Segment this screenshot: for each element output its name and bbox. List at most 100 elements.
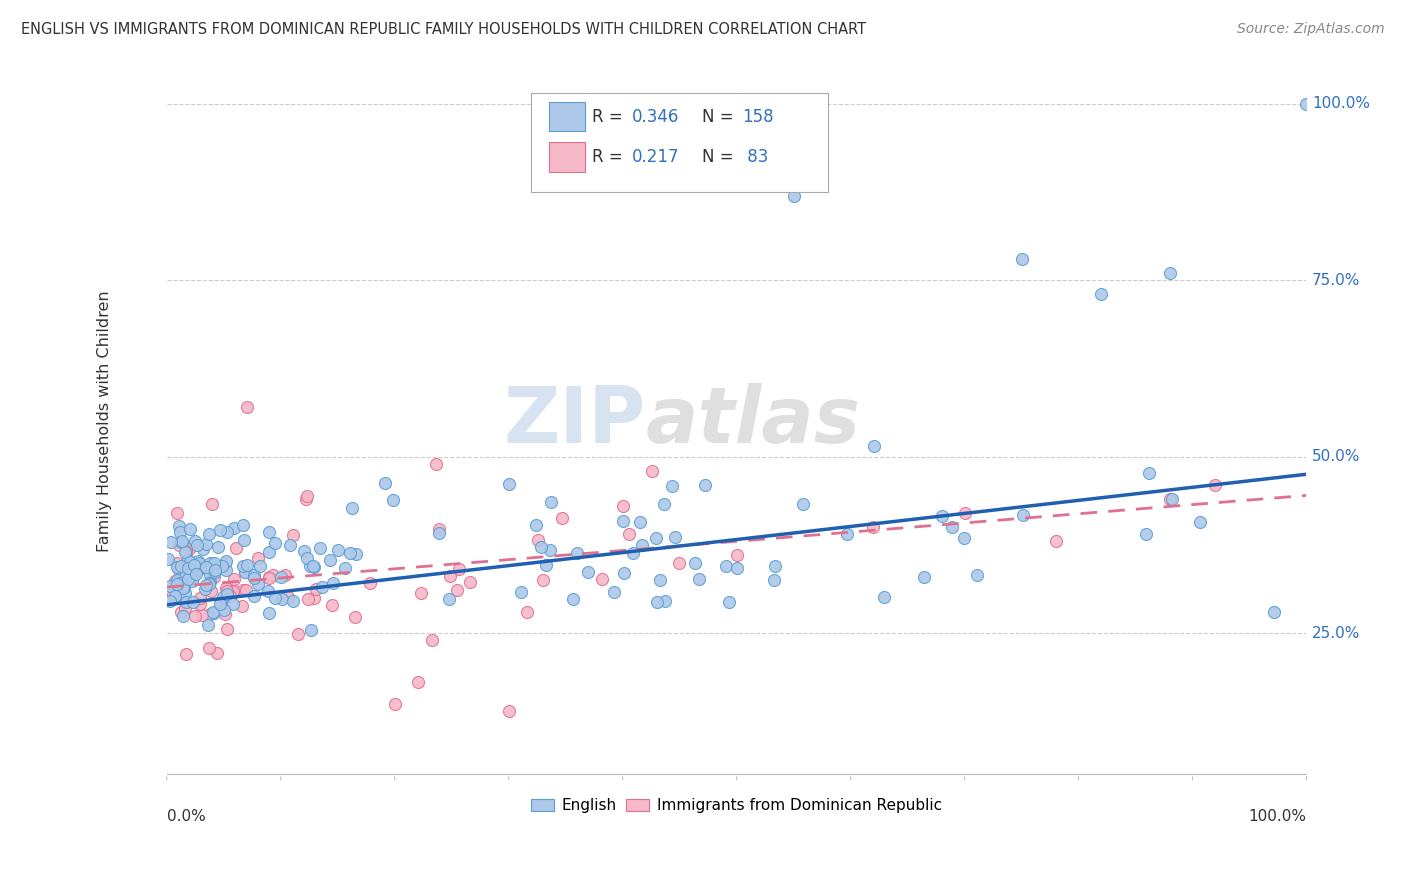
Point (162, 588, 184, 602)
FancyBboxPatch shape (548, 102, 585, 131)
Point (181, 595, 204, 609)
Point (302, 559, 325, 574)
Point (202, 556, 225, 570)
Text: 25.0%: 25.0% (1312, 625, 1361, 640)
Point (534, 558, 557, 573)
Point (305, 582, 328, 597)
Point (342, 500, 364, 515)
Point (194, 578, 217, 592)
Point (200, 574, 222, 589)
Point (782, 188, 804, 202)
Text: ZIP: ZIP (503, 384, 645, 459)
Point (510, 584, 533, 599)
Point (640, 464, 662, 478)
Point (1188, 515, 1211, 529)
Point (156, 552, 179, 566)
Point (176, 574, 198, 589)
Point (233, 565, 256, 579)
Point (187, 553, 209, 567)
Point (1135, 526, 1157, 541)
Point (302, 591, 325, 605)
Point (654, 594, 676, 608)
Point (576, 565, 599, 579)
Text: Family Households with Children: Family Households with Children (97, 291, 111, 552)
Point (281, 593, 304, 607)
Point (591, 572, 613, 586)
Point (166, 506, 188, 520)
Point (302, 559, 325, 574)
Point (183, 558, 205, 573)
Point (652, 497, 675, 511)
Point (530, 540, 553, 554)
Point (166, 559, 188, 574)
Point (953, 506, 976, 520)
Point (235, 401, 257, 415)
Point (205, 646, 228, 660)
Point (215, 584, 238, 599)
Point (540, 494, 562, 508)
Point (344, 547, 367, 561)
Point (174, 647, 197, 661)
Point (222, 584, 245, 599)
Point (218, 580, 240, 594)
Point (169, 559, 191, 574)
Point (172, 581, 194, 595)
Point (1159, 491, 1181, 506)
Point (224, 520, 246, 534)
Point (257, 584, 280, 599)
Text: 50.0%: 50.0% (1312, 449, 1361, 464)
Point (202, 607, 225, 621)
Text: ENGLISH VS IMMIGRANTS FROM DOMINICAN REPUBLIC FAMILY HOUSEHOLDS WITH CHILDREN CO: ENGLISH VS IMMIGRANTS FROM DOMINICAN REP… (21, 22, 866, 37)
Point (322, 576, 344, 591)
Point (339, 546, 361, 560)
Point (184, 609, 207, 624)
Point (333, 561, 356, 575)
Point (382, 492, 405, 507)
Point (308, 541, 330, 555)
Point (343, 610, 366, 624)
Point (173, 580, 195, 594)
Point (186, 538, 208, 552)
Point (621, 546, 644, 560)
Point (259, 571, 281, 585)
Point (295, 489, 318, 503)
Point (531, 573, 554, 587)
Point (247, 577, 270, 591)
Point (538, 543, 561, 558)
Point (283, 528, 305, 542)
Point (264, 536, 287, 550)
Point (198, 526, 221, 541)
Point (1137, 467, 1160, 481)
Point (232, 518, 254, 533)
Point (217, 524, 239, 539)
Point (186, 566, 208, 581)
Point (718, 595, 741, 609)
Point (645, 531, 668, 545)
Point (425, 457, 447, 471)
Legend: English, Immigrants from Dominican Republic: English, Immigrants from Dominican Repub… (526, 792, 948, 820)
Point (763, 558, 786, 573)
Point (863, 439, 886, 453)
Point (215, 582, 238, 596)
Point (166, 556, 188, 570)
Point (160, 535, 183, 549)
Point (299, 559, 322, 574)
Text: 75.0%: 75.0% (1312, 273, 1361, 288)
Point (262, 567, 284, 582)
FancyBboxPatch shape (531, 94, 828, 192)
Point (166, 577, 188, 591)
Point (242, 589, 264, 603)
Point (159, 579, 181, 593)
Point (562, 592, 585, 607)
Point (174, 586, 197, 600)
Text: N =: N = (703, 148, 740, 166)
Point (198, 575, 221, 590)
Point (498, 477, 520, 491)
Point (174, 544, 197, 558)
Point (647, 595, 669, 609)
Point (1159, 266, 1181, 280)
Point (952, 531, 974, 545)
Point (257, 606, 280, 620)
Point (1295, 96, 1317, 111)
Point (527, 533, 550, 547)
